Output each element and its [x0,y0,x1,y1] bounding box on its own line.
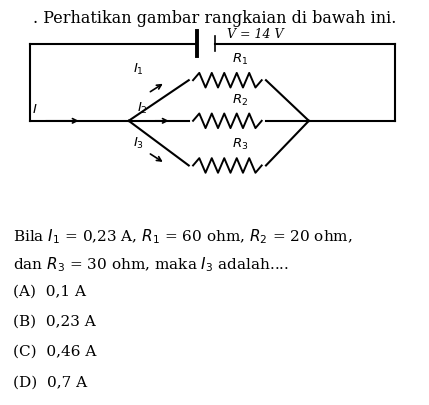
Text: (A)  0,1 A: (A) 0,1 A [13,284,86,297]
Text: $R_1$: $R_1$ [232,52,248,67]
Text: $R_2$: $R_2$ [232,92,248,107]
Text: $I_2$: $I_2$ [137,100,148,115]
Text: $I$: $I$ [32,102,37,115]
Text: dan $R_3$ = 30 ohm, maka $I_3$ adalah....: dan $R_3$ = 30 ohm, maka $I_3$ adalah...… [13,255,289,274]
Text: $R_3$: $R_3$ [232,137,248,152]
Text: $I_1$: $I_1$ [133,62,144,77]
Text: (D)  0,7 A: (D) 0,7 A [13,375,87,388]
Text: (B)  0,23 A: (B) 0,23 A [13,314,96,328]
Text: . Perhatikan gambar rangkaian di bawah ini.: . Perhatikan gambar rangkaian di bawah i… [33,10,396,27]
Text: (C)  0,46 A: (C) 0,46 A [13,344,96,358]
Text: Bila $I_1$ = 0,23 A, $R_1$ = 60 ohm, $R_2$ = 20 ohm,: Bila $I_1$ = 0,23 A, $R_1$ = 60 ohm, $R_… [13,227,353,245]
Text: $I_3$: $I_3$ [133,136,144,151]
Text: V = 14 V: V = 14 V [227,28,284,41]
